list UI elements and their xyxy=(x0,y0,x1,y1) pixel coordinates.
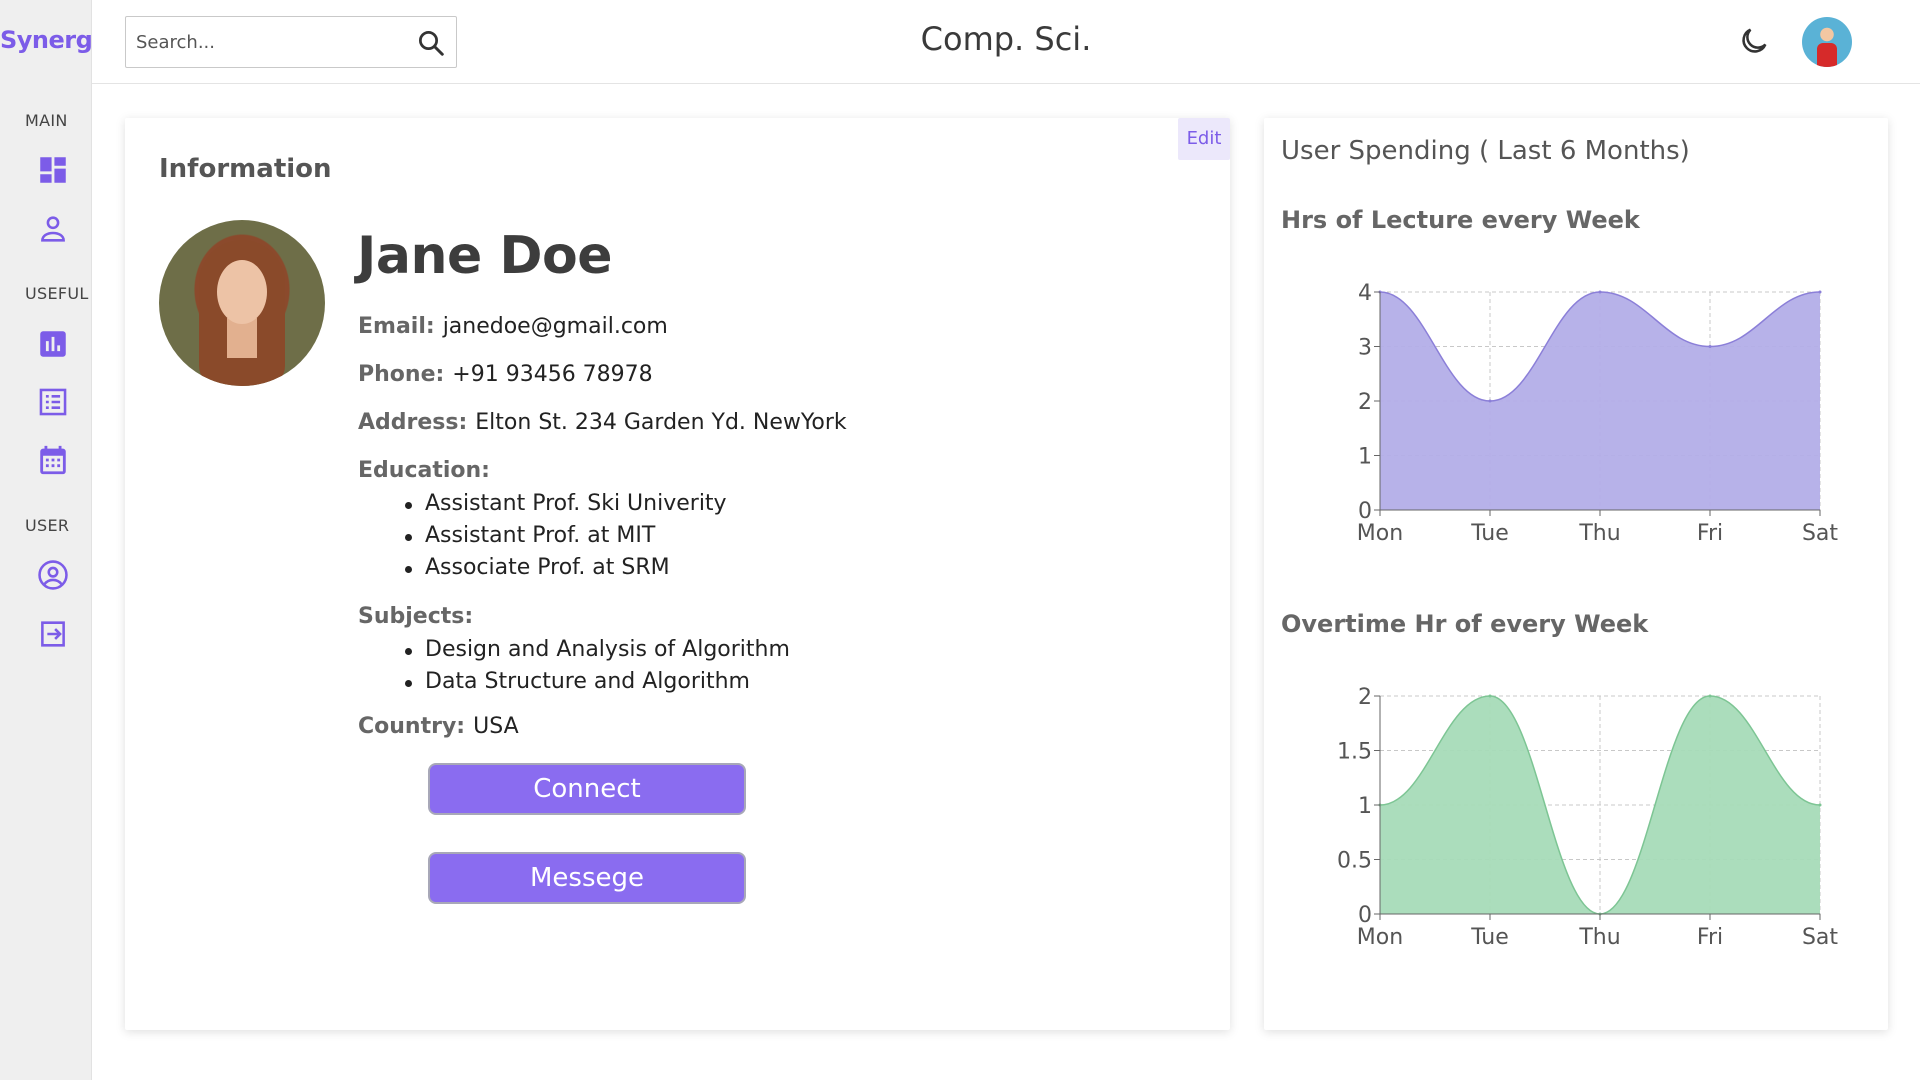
search-icon[interactable] xyxy=(416,28,446,58)
data-point xyxy=(1598,290,1602,294)
area-fill xyxy=(1380,292,1820,510)
spending-title: User Spending ( Last 6 Months) xyxy=(1281,136,1690,166)
education-label: Education: xyxy=(358,458,490,483)
y-tick-label: 2 xyxy=(1358,390,1372,415)
phone-value: +91 93456 78978 xyxy=(452,362,653,387)
lecture-hours-chart: 0 1 2 3 4 Mon Tue Thu Fri Sat xyxy=(1357,281,1839,546)
search-box xyxy=(125,16,457,68)
sidebar: Synergy MAIN USEFUL USER xyxy=(0,0,108,1080)
email-value: janedoe@gmail.com xyxy=(442,314,668,339)
series-line xyxy=(1379,291,1821,402)
message-button[interactable]: Messege xyxy=(428,852,746,904)
section-title: Information xyxy=(159,154,332,184)
list-icon[interactable] xyxy=(36,385,70,419)
education-list: Assistant Prof. Ski Univerity Assistant … xyxy=(403,488,727,584)
subjects-list: Design and Analysis of Algorithm Data St… xyxy=(403,634,790,698)
profile-photo xyxy=(159,220,325,386)
education-row: Education: xyxy=(358,458,498,483)
x-tick-label: Thu xyxy=(1578,925,1620,950)
y-tick-label: 0.5 xyxy=(1337,849,1372,874)
x-tick-label: Tue xyxy=(1470,521,1509,546)
data-point xyxy=(1818,290,1822,294)
bar-chart-icon[interactable] xyxy=(36,327,70,361)
list-item: Assistant Prof. at MIT xyxy=(403,520,727,552)
chart-title-lecture: Hrs of Lecture every Week xyxy=(1281,206,1640,234)
list-item: Design and Analysis of Algorithm xyxy=(403,634,790,666)
list-item: Associate Prof. at SRM xyxy=(403,552,727,584)
y-tick-label: 1 xyxy=(1358,445,1372,470)
data-point xyxy=(1818,803,1822,807)
country-value: USA xyxy=(473,714,519,739)
page-title: Comp. Sci. xyxy=(920,20,1092,58)
data-point xyxy=(1488,694,1492,698)
email-label: Email: xyxy=(358,314,435,339)
y-tick-label: 4 xyxy=(1358,281,1372,306)
x-tick-label: Fri xyxy=(1697,925,1723,950)
x-tick-label: Mon xyxy=(1357,925,1403,950)
logout-icon[interactable] xyxy=(36,617,70,651)
x-tick-label: Thu xyxy=(1578,521,1620,546)
y-tick-label: 0 xyxy=(1358,903,1372,928)
user-avatar[interactable] xyxy=(1802,17,1852,67)
phone-label: Phone: xyxy=(358,362,445,387)
search-input[interactable] xyxy=(126,17,406,67)
information-card: Edit Information Jane Doe Email: janedoe@… xyxy=(125,118,1230,1030)
edit-button[interactable]: Edit xyxy=(1178,118,1230,160)
subjects-row: Subjects: xyxy=(358,604,481,629)
overtime-hours-chart: 0 0.5 1 1.5 2 Mon Tue Thu Fri Sat xyxy=(1337,685,1838,950)
country-row: Country: USA xyxy=(358,714,519,739)
list-item: Data Structure and Algorithm xyxy=(403,666,790,698)
x-tick-label: Sat xyxy=(1802,925,1838,950)
data-point xyxy=(1708,345,1712,348)
profile-name: Jane Doe xyxy=(357,226,612,286)
top-header: Comp. Sci. xyxy=(92,0,1920,84)
address-label: Address: xyxy=(358,410,468,435)
data-point xyxy=(1708,694,1712,698)
y-tick-label: 1 xyxy=(1358,794,1372,819)
y-tick-label: 2 xyxy=(1358,685,1372,710)
connect-button[interactable]: Connect xyxy=(428,763,746,815)
sidebar-section-useful: USEFUL xyxy=(25,284,89,303)
x-tick-label: Fri xyxy=(1697,521,1723,546)
chart-title-overtime: Overtime Hr of every Week xyxy=(1281,610,1649,638)
x-tick-label: Sat xyxy=(1802,521,1838,546)
sidebar-section-main: MAIN xyxy=(25,111,68,130)
phone-row: Phone: +91 93456 78978 xyxy=(358,362,653,387)
dashboard-icon[interactable] xyxy=(36,153,70,187)
sidebar-section-user: USER xyxy=(25,516,70,535)
y-tick-label: 1.5 xyxy=(1337,740,1372,765)
x-tick-label: Mon xyxy=(1357,521,1403,546)
dark-mode-toggle-icon[interactable] xyxy=(1737,24,1771,58)
y-tick-label: 3 xyxy=(1358,336,1372,361)
x-tick-label: Tue xyxy=(1470,925,1509,950)
country-label: Country: xyxy=(358,714,466,739)
address-row: Address: Elton St. 234 Garden Yd. NewYork xyxy=(358,410,847,435)
subjects-label: Subjects: xyxy=(358,604,474,629)
account-circle-icon[interactable] xyxy=(36,558,70,592)
data-point xyxy=(1488,399,1492,403)
email-row: Email: janedoe@gmail.com xyxy=(358,314,668,339)
app-logo[interactable]: Synergy xyxy=(0,26,108,54)
user-icon[interactable] xyxy=(36,212,70,246)
address-value: Elton St. 234 Garden Yd. NewYork xyxy=(475,410,847,435)
area-fill xyxy=(1380,696,1820,914)
list-item: Assistant Prof. Ski Univerity xyxy=(403,488,727,520)
spending-card: User Spending ( Last 6 Months) Hrs of Le… xyxy=(1264,118,1888,1030)
calendar-icon[interactable] xyxy=(36,443,70,477)
y-tick-label: 0 xyxy=(1358,499,1372,524)
